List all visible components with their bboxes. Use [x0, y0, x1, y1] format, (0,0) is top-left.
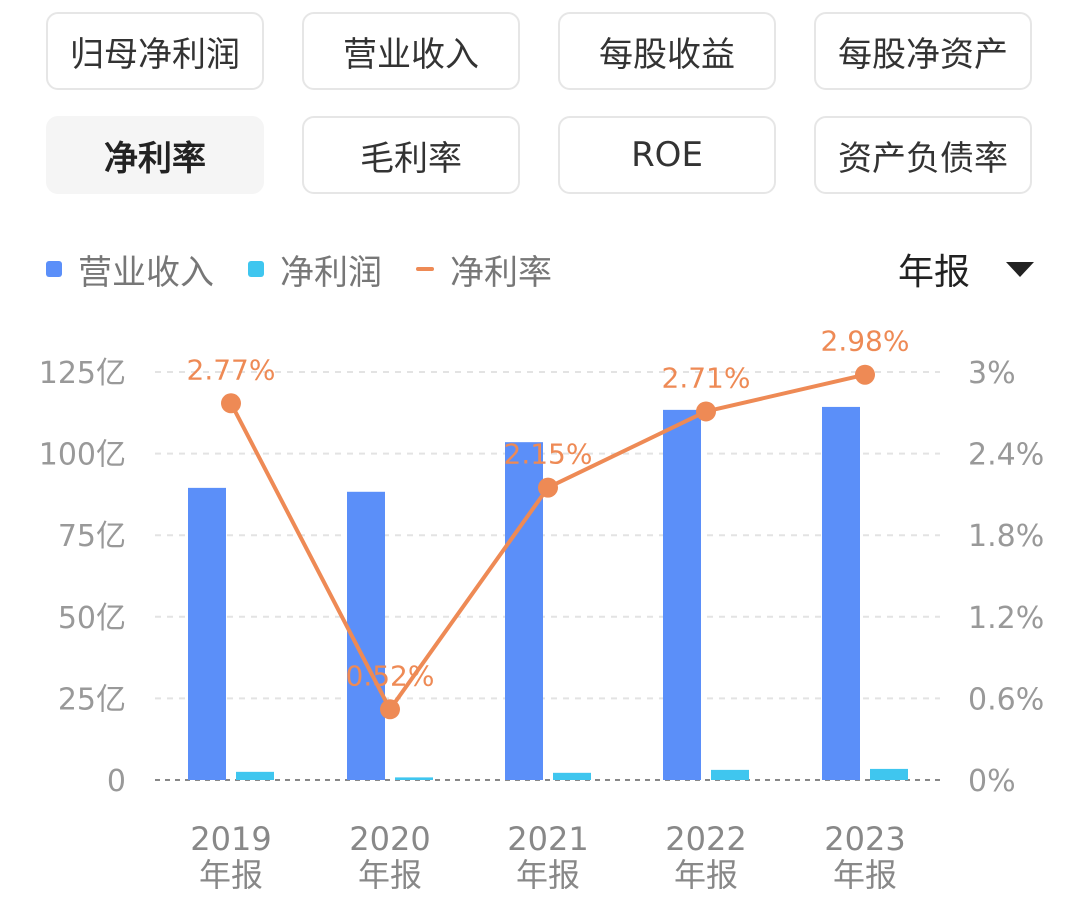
right-axis-tick-label: 3% [968, 356, 1016, 391]
net-profit-bar [236, 771, 274, 780]
net-margin-data-label: 2.77% [187, 353, 276, 386]
legend-revenue[interactable]: 营业收入 [46, 245, 214, 294]
net-profit-bar [711, 769, 749, 780]
x-axis-period-label: 年报 [674, 856, 738, 894]
right-axis-tick-label: 2.4% [968, 438, 1044, 473]
net-margin-data-label: 0.52% [346, 659, 435, 692]
x-axis-year-label: 2023 [824, 820, 905, 858]
left-axis-tick-label: 0 [107, 764, 126, 799]
tab-debt-ratio[interactable]: 资产负债率 [814, 116, 1032, 194]
legend-label: 净利润 [280, 252, 382, 293]
tab-attributable-net-profit[interactable]: 归母净利润 [46, 12, 264, 90]
net-profit-bar [395, 777, 433, 780]
net-margin-point [855, 364, 875, 385]
tab-gross-margin[interactable]: 毛利率 [302, 116, 520, 194]
net-margin-data-label: 2.98% [821, 325, 910, 358]
x-axis-period-label: 年报 [358, 856, 422, 894]
net-margin-data-label: 2.71% [662, 361, 751, 394]
x-axis-period-label: 年报 [516, 856, 580, 894]
left-axis-tick-label: 50亿 [58, 601, 126, 636]
left-axis-tick-label: 25亿 [58, 682, 126, 717]
right-axis-tick-label: 1.8% [968, 519, 1044, 554]
left-axis-tick-label: 100亿 [39, 438, 126, 473]
tab-revenue[interactable]: 营业收入 [302, 12, 520, 90]
net-margin-point [696, 401, 716, 422]
left-axis-tick-label: 75亿 [58, 519, 126, 554]
revenue-bar [663, 409, 701, 780]
net-margin-data-label: 2.15% [504, 438, 593, 471]
x-axis-year-label: 2022 [665, 820, 746, 858]
right-axis-tick-label: 0% [968, 764, 1016, 799]
right-axis-tick-label: 0.6% [968, 682, 1044, 717]
net-profit-swatch-icon [248, 261, 264, 277]
x-axis-period-label: 年报 [199, 856, 263, 894]
net-profit-bar [553, 772, 591, 780]
tab-roe[interactable]: ROE [558, 116, 776, 194]
tab-net-margin[interactable]: 净利率 [46, 116, 264, 194]
right-axis-tick-label: 1.2% [968, 601, 1044, 636]
legend-label: 营业收入 [78, 252, 214, 293]
revenue-bar [822, 406, 860, 780]
net-margin-point [538, 477, 558, 498]
x-axis-period-label: 年报 [833, 856, 897, 894]
net-margin-line [229, 372, 866, 712]
revenue-bar [188, 487, 226, 780]
left-axis-tick-label: 125亿 [39, 356, 126, 391]
revenue-bar [505, 442, 543, 780]
revenue-swatch-icon [46, 261, 62, 277]
tab-eps[interactable]: 每股收益 [558, 12, 776, 90]
net-profit-bar [870, 768, 908, 780]
legend-label: 净利率 [450, 252, 552, 293]
legend-net-profit[interactable]: 净利润 [248, 245, 382, 294]
chart-legend: 营业收入 净利润 净利率 [46, 244, 586, 294]
net-margin-swatch-icon [416, 267, 434, 271]
period-selector[interactable]: 年报 [898, 244, 1034, 294]
legend-net-margin[interactable]: 净利率 [416, 245, 552, 294]
financial-chart: 0 25亿 50亿 75亿 100亿 125亿 0% 0.6% 1.2% 1.8% 2.4% 3% 2.… [39, 325, 1044, 894]
caret-down-icon [1006, 261, 1034, 277]
net-margin-point [221, 393, 241, 414]
x-axis-year-label: 2019 [190, 820, 271, 858]
x-axis-year-label: 2020 [349, 820, 430, 858]
net-margin-point [380, 699, 400, 720]
tab-bvps[interactable]: 每股净资产 [814, 12, 1032, 90]
x-axis-year-label: 2021 [507, 820, 588, 858]
period-label: 年报 [897, 252, 970, 293]
